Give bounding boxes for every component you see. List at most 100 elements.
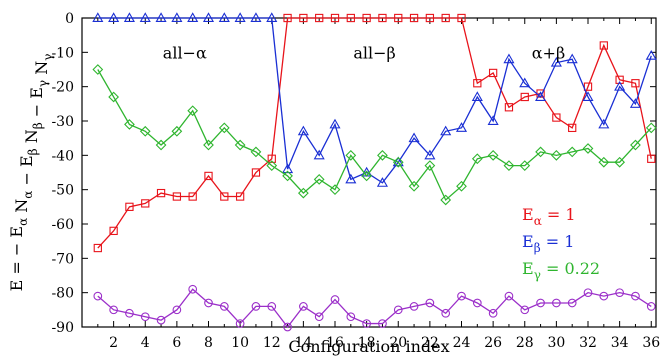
square-marker [615, 75, 624, 84]
diamond-marker [92, 64, 104, 75]
square-marker [251, 168, 261, 177]
region-annotation: all−β [353, 43, 395, 62]
circle-marker [615, 288, 624, 298]
diamond-marker [124, 119, 135, 130]
square-marker [568, 123, 577, 133]
square-marker [647, 154, 656, 163]
triangle-marker [408, 132, 420, 143]
x-tick-label: 24 [453, 335, 471, 351]
triangle-marker [297, 125, 309, 136]
circle-marker [457, 291, 466, 301]
circle-marker [314, 312, 324, 322]
triangle-marker [614, 80, 626, 91]
square-marker [315, 13, 324, 23]
triangle-marker [313, 149, 325, 160]
circle-marker [267, 302, 277, 311]
square-marker [504, 103, 514, 112]
y-tick-label: -90 [51, 320, 74, 336]
diamond-marker [108, 91, 120, 103]
triangle-marker [535, 91, 547, 101]
triangle-marker [345, 173, 357, 184]
triangle-marker [218, 12, 230, 23]
diamond-marker [471, 153, 483, 165]
circle-marker [441, 308, 451, 318]
square-marker [346, 13, 355, 23]
circle-marker [393, 305, 403, 315]
region-annotation: all−α [163, 43, 207, 62]
triangle-marker [329, 118, 341, 129]
circle-marker [631, 291, 640, 301]
triangle-marker [171, 12, 183, 23]
diamond-marker [456, 180, 467, 192]
series-line [97, 17, 652, 249]
triangle-marker [282, 163, 294, 174]
diamond-marker [203, 139, 214, 151]
x-tick-label: 10 [231, 335, 249, 351]
x-tick-label: 22 [421, 335, 439, 351]
triangle-marker [155, 12, 167, 23]
square-marker [109, 226, 118, 236]
diamond-marker [614, 156, 626, 168]
triangle-marker [376, 177, 388, 187]
triangle-marker [92, 12, 104, 23]
square-marker [362, 13, 371, 23]
square-marker [156, 188, 166, 198]
circle-marker [536, 298, 545, 308]
diamond-marker [187, 105, 199, 117]
series-circle [93, 284, 656, 332]
x-tick-label: 30 [547, 335, 565, 351]
square-marker [425, 13, 435, 23]
diamond-marker [139, 125, 151, 137]
triangle-marker [629, 98, 641, 108]
series-diamond [92, 64, 657, 206]
triangle-marker [487, 115, 499, 125]
y-tick-label: 0 [65, 11, 74, 27]
diamond-marker [408, 180, 420, 192]
diamond-marker [535, 146, 546, 158]
diamond-marker [329, 184, 341, 196]
circle-marker [93, 291, 103, 301]
diamond-marker [250, 146, 262, 158]
square-marker [599, 41, 608, 50]
x-tick-label: 26 [484, 335, 502, 351]
diamond-marker [424, 160, 436, 172]
legend: Eα = 1 Eβ = 1 Eγ = 0.22 [522, 205, 600, 282]
diamond-marker [598, 156, 610, 168]
diamond-marker [218, 122, 230, 134]
circle-marker [140, 312, 150, 322]
triangle-marker [266, 12, 278, 23]
circle-marker [125, 308, 134, 318]
diamond-marker [630, 139, 641, 151]
legend-entry: Eα = 1 [522, 205, 576, 228]
square-marker [378, 13, 387, 23]
square-marker [409, 13, 419, 23]
diamond-marker [392, 156, 404, 168]
diamond-marker [566, 146, 578, 158]
square-marker [583, 82, 593, 91]
triangle-marker [234, 12, 246, 23]
square-marker [394, 13, 403, 23]
square-marker [631, 79, 640, 88]
x-tick-label: 32 [579, 335, 597, 351]
square-marker [220, 192, 229, 201]
square-marker [441, 13, 450, 23]
triangle-marker [550, 56, 562, 67]
diamond-marker [361, 170, 373, 182]
circle-marker [425, 298, 435, 308]
triangle-marker [645, 50, 657, 60]
diamond-marker [297, 187, 309, 199]
circle-marker [567, 298, 577, 308]
x-tick-label: 8 [204, 335, 213, 351]
series-line [97, 69, 652, 202]
diamond-marker [519, 160, 531, 172]
circle-marker [552, 298, 561, 308]
x-tick-label: 14 [294, 335, 312, 351]
circle-marker [646, 302, 656, 311]
diamond-marker [282, 170, 293, 182]
diamond-marker [645, 122, 657, 134]
y-tick-label: -20 [51, 80, 74, 96]
triangle-marker [566, 53, 578, 64]
triangle-marker [108, 12, 120, 23]
y-tick-label: -60 [51, 217, 74, 233]
diamond-marker [155, 139, 167, 151]
